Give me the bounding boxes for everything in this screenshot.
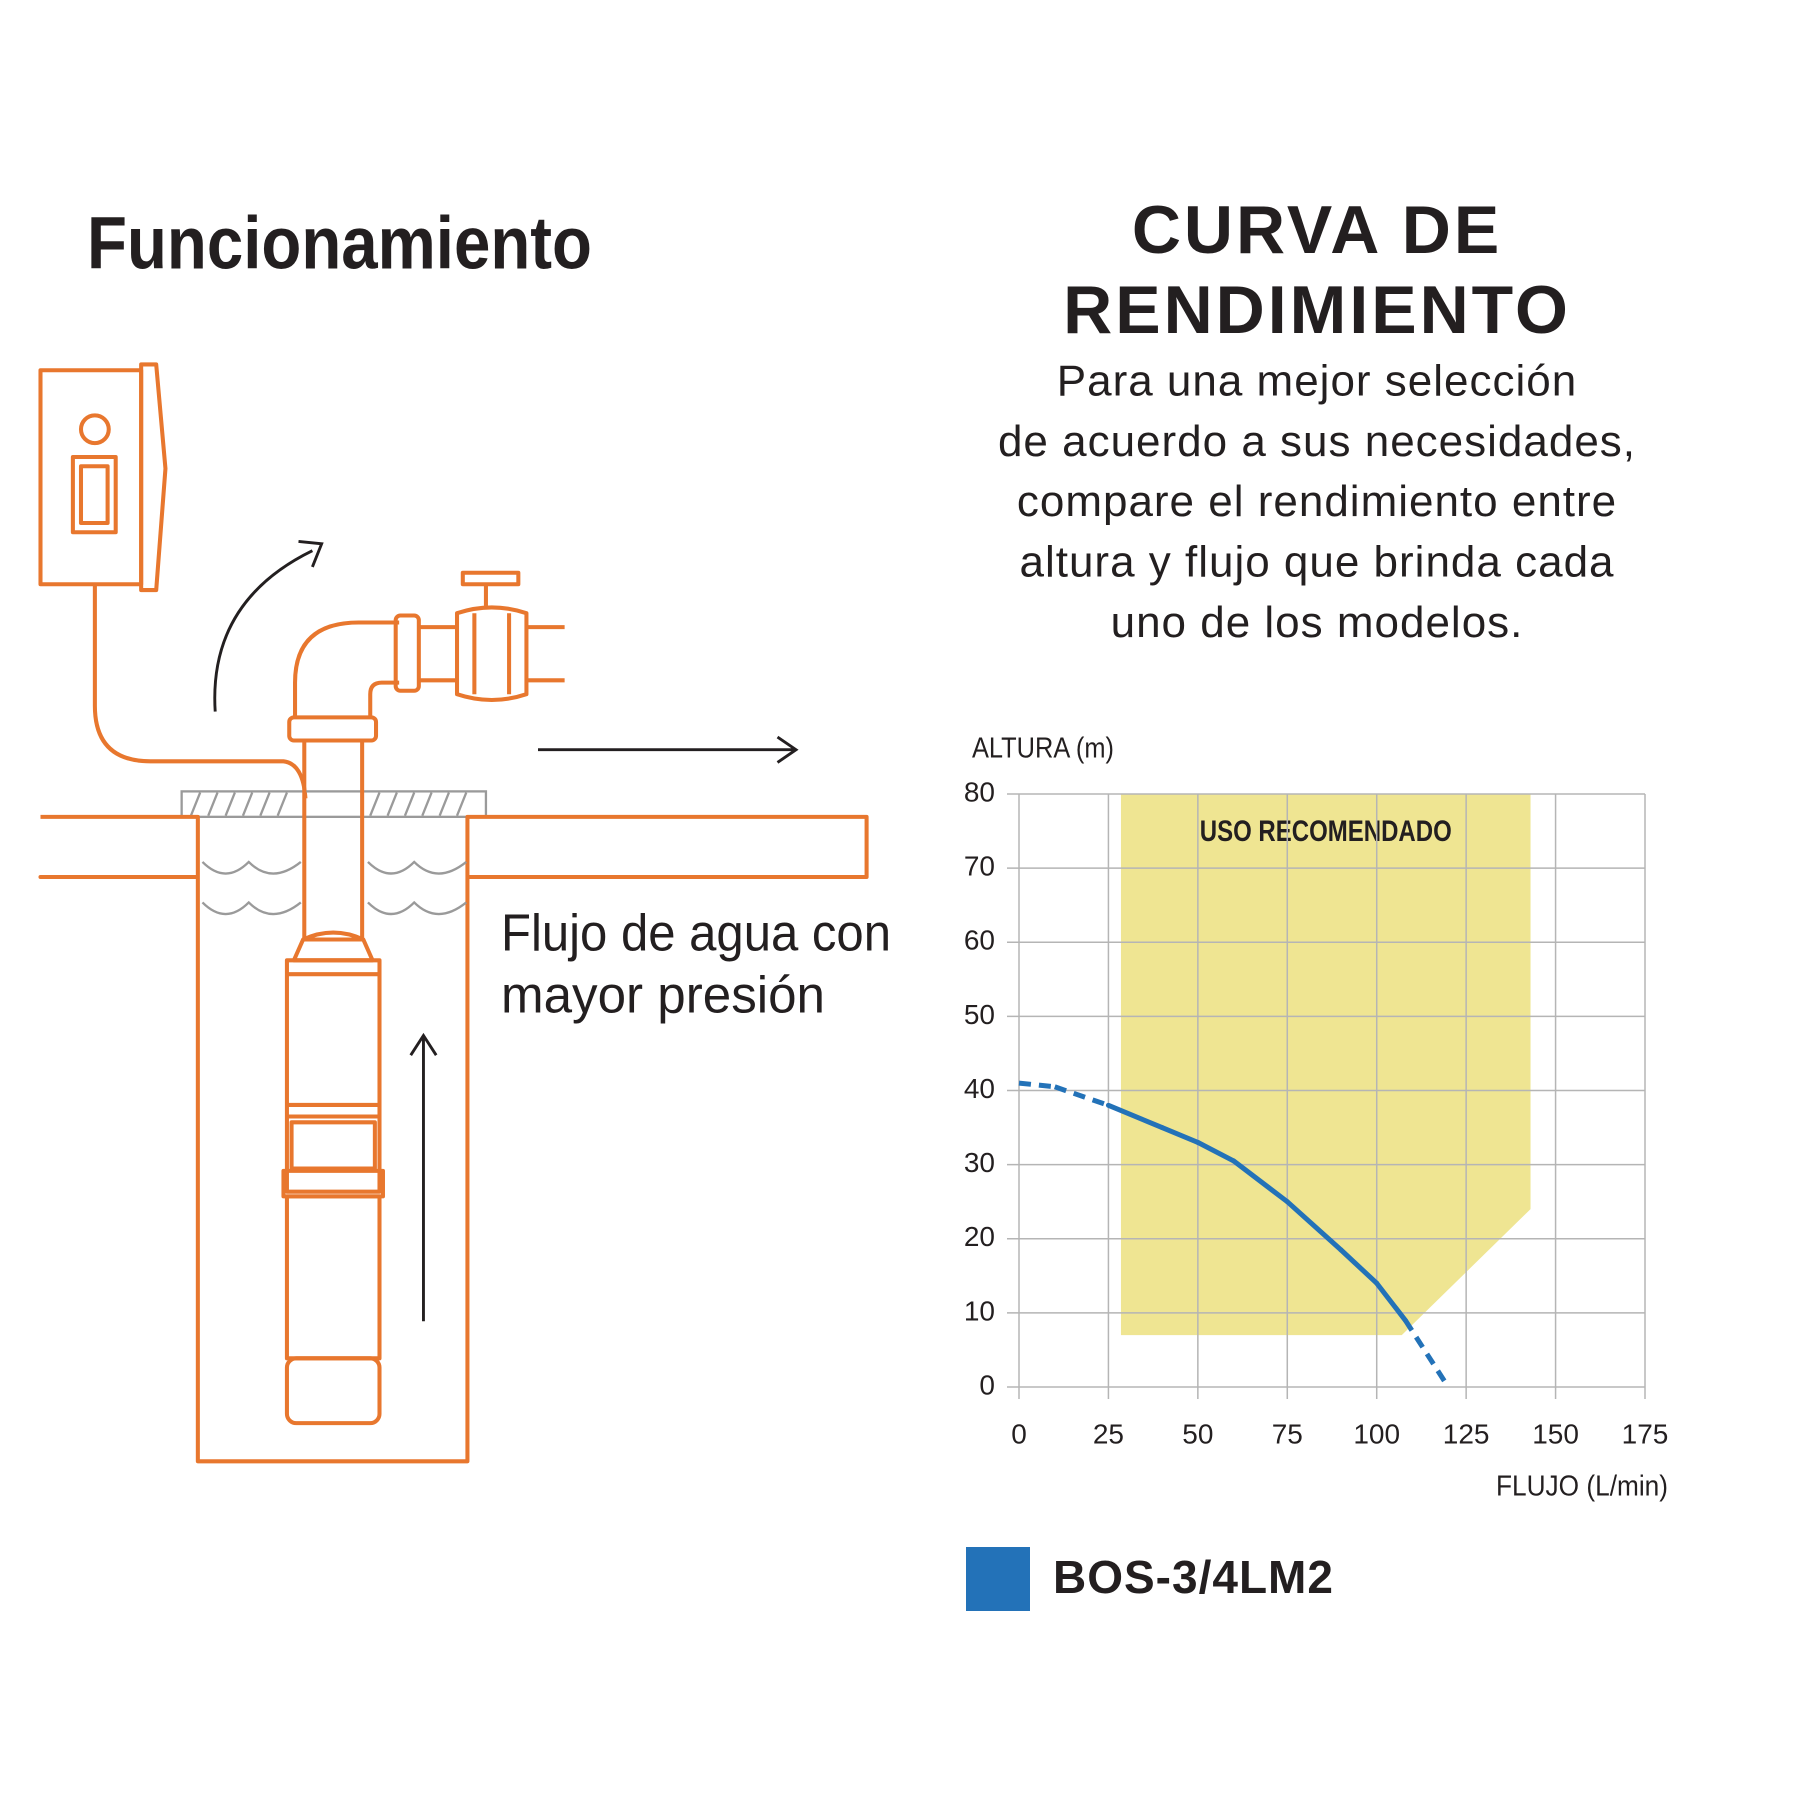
curve-segment bbox=[1053, 1084, 1110, 1108]
chart-heading: RENDIMIENTO bbox=[1063, 272, 1571, 348]
illustration-title: Funcionamiento bbox=[87, 202, 592, 285]
pump-body bbox=[284, 958, 382, 1194]
valve bbox=[454, 605, 529, 702]
y-tick-label: 10 bbox=[964, 1295, 995, 1326]
curve-segment bbox=[1105, 1102, 1165, 1131]
coupler bbox=[287, 715, 379, 743]
pump-label bbox=[289, 1120, 377, 1171]
caption: Flujo de agua con bbox=[501, 905, 891, 963]
description: Para una mejor selección de acuerdo a sus… bbox=[998, 357, 1636, 647]
y-tick-label: 0 bbox=[979, 1369, 995, 1400]
arrow-right bbox=[538, 735, 799, 764]
legend-label: BOS-3/4LM2 bbox=[1053, 1551, 1334, 1603]
x-tick-label: 50 bbox=[1182, 1418, 1213, 1449]
y-tick-label: 70 bbox=[964, 851, 995, 882]
y-tick-label: 80 bbox=[964, 776, 995, 807]
elbow bbox=[293, 620, 400, 718]
pump-bands bbox=[286, 972, 380, 1119]
x-tick-label: 25 bbox=[1093, 1418, 1124, 1449]
y-tick-label: 40 bbox=[964, 1073, 995, 1104]
region-label: USO RECOMENDADO bbox=[1200, 815, 1452, 848]
curve-segment bbox=[1284, 1199, 1344, 1253]
description-line: uno de los modelos. bbox=[1111, 598, 1524, 647]
arrow-up-curve bbox=[213, 549, 314, 712]
curve-segment bbox=[1338, 1247, 1380, 1286]
control-box-side bbox=[139, 362, 168, 593]
x-axis-label: FLUJO (L/min) bbox=[1496, 1471, 1668, 1503]
x-tick-label: 125 bbox=[1443, 1418, 1490, 1449]
x-tick-label: 175 bbox=[1622, 1418, 1669, 1449]
curve-segment bbox=[1159, 1125, 1201, 1145]
recommended-region bbox=[1120, 794, 1531, 1336]
cement bbox=[180, 790, 488, 818]
chart: USO RECOMENDADO 0 10 20 30 40 50 60 70 80 0 25 50 75 1… bbox=[964, 733, 1669, 1611]
water bbox=[201, 860, 467, 916]
description-line: Para una mejor selección bbox=[1057, 357, 1577, 406]
valve-handle bbox=[460, 570, 521, 608]
legend-swatch bbox=[966, 1547, 1030, 1611]
hatching bbox=[189, 792, 468, 817]
wire bbox=[92, 584, 308, 799]
x-tick-label: 100 bbox=[1353, 1418, 1400, 1449]
chart-heading: CURVA DE bbox=[1132, 192, 1502, 268]
switch bbox=[70, 454, 118, 535]
motor-base bbox=[284, 1356, 382, 1426]
y-tick-label: 60 bbox=[964, 925, 995, 956]
pipe-horizontal bbox=[418, 625, 565, 683]
arrow-head bbox=[298, 540, 324, 568]
caption: mayor presión bbox=[501, 967, 825, 1025]
curve-segment bbox=[1231, 1158, 1290, 1205]
curve-segment bbox=[1374, 1280, 1408, 1323]
y-tick-label: 50 bbox=[964, 999, 995, 1030]
curve-segment bbox=[1195, 1139, 1237, 1164]
y-tick-label: 20 bbox=[964, 1221, 995, 1252]
x-tick-label: 75 bbox=[1272, 1418, 1303, 1449]
y-tick-label: 30 bbox=[964, 1147, 995, 1178]
x-tick-label: 150 bbox=[1532, 1418, 1579, 1449]
union bbox=[393, 613, 421, 693]
switch-inner bbox=[78, 464, 110, 525]
description-line: compare el rendimiento entre bbox=[1017, 477, 1617, 526]
y-axis-label: ALTURA (m) bbox=[972, 733, 1114, 765]
x-tick-label: 0 bbox=[1011, 1418, 1027, 1449]
pump-top bbox=[291, 930, 375, 963]
ground-and-well bbox=[38, 814, 869, 1464]
curve-segment bbox=[1403, 1318, 1451, 1389]
description-line: de acuerdo a sus necesidades, bbox=[998, 417, 1636, 466]
pump-illustration bbox=[38, 362, 869, 1464]
description-line: altura y flujo que brinda cada bbox=[1019, 538, 1614, 587]
curve-segment bbox=[1018, 1080, 1056, 1090]
arrow-vertical bbox=[409, 1032, 438, 1322]
indicator bbox=[78, 413, 111, 446]
